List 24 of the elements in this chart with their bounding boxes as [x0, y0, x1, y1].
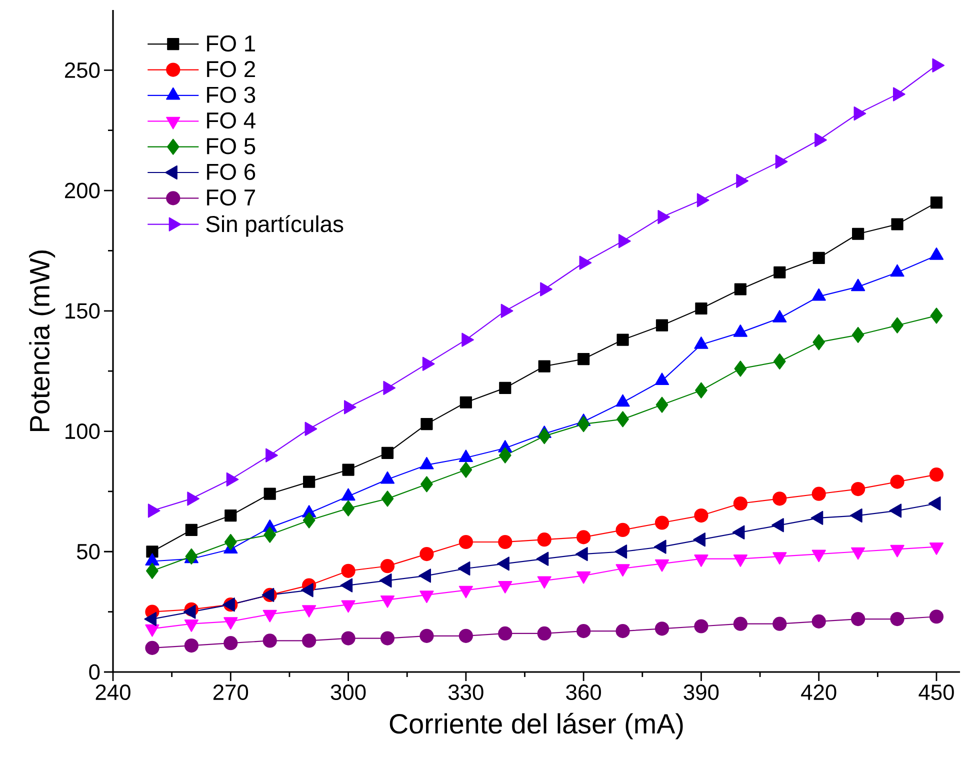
x-tick-label: 300: [330, 684, 366, 700]
legend-label: FO 1: [207, 35, 255, 52]
x-tick-label: 450: [918, 684, 954, 700]
x-tick-label: 360: [566, 684, 601, 700]
y-tick-label: 0: [89, 664, 100, 680]
legend-label: FO 6: [207, 164, 256, 180]
y-tick-label: 50: [76, 544, 100, 560]
y-tick-label: 100: [66, 424, 100, 440]
y-tick-label: 200: [65, 182, 100, 198]
x-axis-title: Corriente del láser (mA): [390, 712, 683, 740]
x-tick-label: 240: [96, 684, 130, 700]
legend-label: Sin partículas: [206, 215, 344, 237]
legend-label: FO 4: [207, 112, 256, 129]
y-axis-title: Potencia (mW): [29, 250, 56, 431]
x-tick-label: 420: [801, 684, 836, 700]
y-tick-label: 150: [66, 303, 100, 319]
legend-label: FO 3: [207, 86, 256, 103]
x-tick-label: 330: [448, 684, 484, 700]
legend-label: FO 2: [207, 61, 255, 78]
legend-label: FO 7: [207, 189, 255, 206]
x-tick-label: 390: [684, 684, 719, 700]
y-tick-label: 250: [65, 62, 100, 78]
x-tick-label: 270: [213, 684, 248, 700]
legend-label: FO 5: [207, 138, 256, 154]
